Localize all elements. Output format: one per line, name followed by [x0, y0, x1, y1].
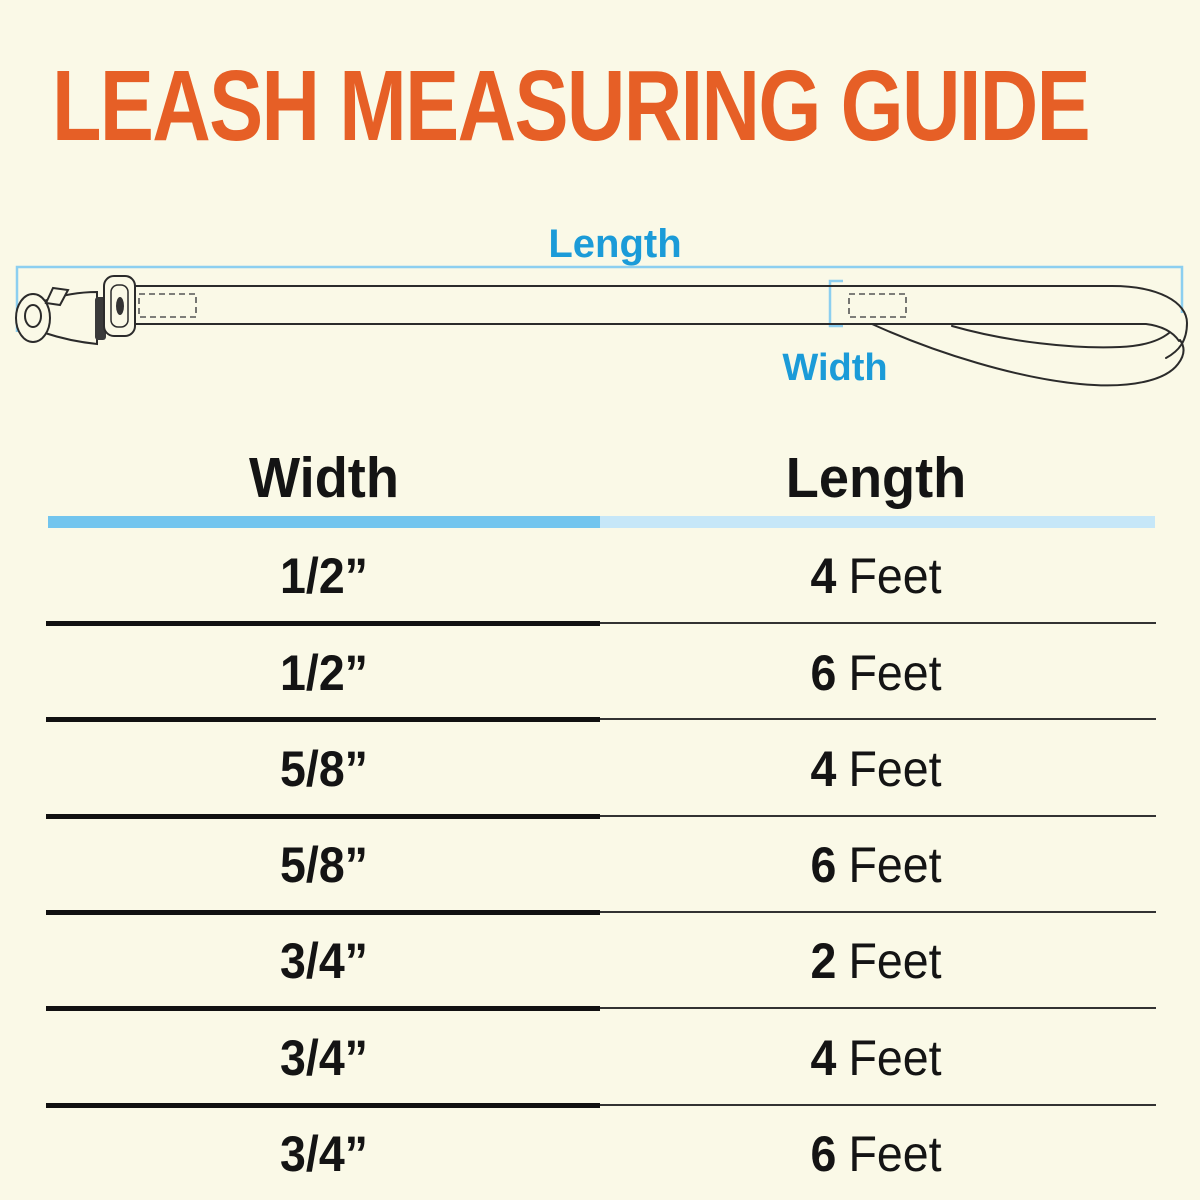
table-row: 3/4” 2 Feet [0, 931, 1200, 991]
leash-strap [133, 285, 1189, 387]
length-unit: Feet [848, 548, 942, 604]
length-bracket [15, 265, 1184, 332]
width-value: 1/2” [280, 645, 368, 701]
length-value: 4 Feet [619, 546, 1132, 606]
snap-hook-icon [15, 275, 136, 346]
row-divider [46, 1103, 600, 1108]
row-divider-thin [600, 622, 1156, 624]
stitch-boxes [138, 293, 907, 318]
length-unit: Feet [848, 1126, 942, 1182]
stitch-box-left [138, 293, 197, 318]
row-divider-thin [600, 1104, 1156, 1106]
width-value: 3/4” [280, 1126, 368, 1182]
handle-loop [871, 323, 1185, 387]
table-row: 5/8” 6 Feet [0, 835, 1200, 895]
length-number: 2 [810, 933, 837, 989]
length-unit: Feet [848, 645, 942, 701]
header-underline-left [48, 516, 600, 528]
length-unit: Feet [848, 1030, 942, 1086]
length-number: 6 [810, 837, 837, 893]
row-divider-thin [600, 815, 1156, 817]
length-unit: Feet [848, 933, 942, 989]
row-divider [46, 621, 600, 626]
width-value: 5/8” [280, 837, 368, 893]
length-number: 6 [810, 645, 837, 701]
stitch-box-right [848, 293, 907, 318]
length-unit: Feet [848, 741, 942, 797]
length-measure-label: Length [548, 222, 682, 266]
length-unit: Feet [848, 837, 942, 893]
table-row: 1/2” 4 Feet [0, 546, 1200, 606]
width-value: 3/4” [280, 933, 368, 989]
row-divider [46, 910, 600, 915]
length-value: 4 Feet [619, 739, 1132, 799]
width-measure-label: Width [782, 347, 888, 389]
length-value: 6 Feet [619, 1124, 1132, 1184]
width-value: 3/4” [280, 1030, 368, 1086]
leash-diagram [15, 265, 1189, 387]
snap-hook-gate [44, 286, 70, 307]
length-number: 4 [810, 1030, 837, 1086]
length-number: 6 [810, 1126, 837, 1182]
length-value: 6 Feet [619, 835, 1132, 895]
column-header-length: Length [785, 446, 967, 510]
row-divider-thin [600, 911, 1156, 913]
row-divider [46, 1006, 600, 1011]
table-row: 5/8” 4 Feet [0, 739, 1200, 799]
length-value: 6 Feet [619, 643, 1132, 703]
width-bracket [828, 279, 843, 328]
length-value: 2 Feet [619, 931, 1132, 991]
table-row: 1/2” 6 Feet [0, 643, 1200, 703]
row-divider [46, 814, 600, 819]
width-value: 5/8” [280, 741, 368, 797]
width-value: 1/2” [280, 548, 368, 604]
header-underline-right [600, 516, 1155, 528]
row-divider-thin [600, 1007, 1156, 1009]
table-row: 3/4” 6 Feet [0, 1124, 1200, 1184]
row-divider [46, 717, 600, 722]
length-number: 4 [810, 548, 837, 604]
table-row: 3/4” 4 Feet [0, 1028, 1200, 1088]
length-value: 4 Feet [619, 1028, 1132, 1088]
page-title: LEASH MEASURING GUIDE [52, 50, 1091, 162]
length-number: 4 [810, 741, 837, 797]
row-divider-thin [600, 718, 1156, 720]
column-header-width: Width [249, 446, 399, 510]
